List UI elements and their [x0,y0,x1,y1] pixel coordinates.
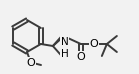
Text: N
H: N H [61,37,69,59]
Text: O: O [76,52,85,62]
Text: O: O [90,39,98,49]
Text: O: O [27,58,35,68]
